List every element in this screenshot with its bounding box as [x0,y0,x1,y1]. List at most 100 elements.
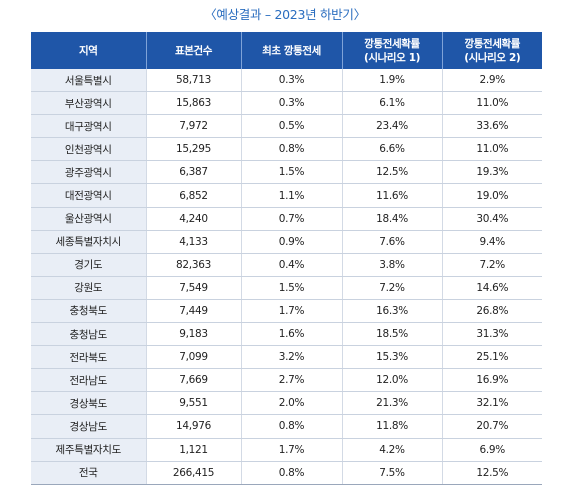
cell-scenario-1: 18.4% [341,207,442,231]
cell-sample-count: 14,976 [145,414,241,439]
cell-region: 강원도 [31,276,146,300]
table-row: 울산광역시 4,240 0.7% 18.4% 30.4% [31,207,542,231]
cell-scenario-1: 12.5% [341,160,442,185]
header-initial-rate: 최초 깡통전세 [240,32,342,69]
cell-scenario-1: 1.9% [341,69,442,93]
header-scenario-1: 깡통전세확률 (시나리오 1) [341,32,442,69]
cell-scenario-1: 6.1% [341,91,442,116]
cell-scenario-1: 11.8% [341,414,442,439]
cell-initial-rate: 0.8% [240,461,342,485]
cell-scenario-2: 33.6% [441,114,542,139]
cell-region: 세종특별자치시 [31,230,146,254]
header-region: 지역 [31,32,146,69]
cell-region: 부산광역시 [31,91,146,116]
cell-region: 인천광역시 [31,137,146,162]
cell-sample-count: 9,183 [145,322,241,347]
cell-scenario-2: 25.1% [441,345,542,370]
cell-sample-count: 7,099 [145,345,241,370]
table-body: 서울특별시 58,713 0.3% 1.9% 2.9% 부산광역시 15,863 0.3% 6.… [31,69,542,485]
cell-initial-rate: 1.5% [240,160,342,185]
table-row: 전라북도 7,099 3.2% 15.3% 25.1% [31,345,542,370]
cell-scenario-2: 16.9% [441,368,542,393]
cell-scenario-1: 15.3% [341,345,442,370]
results-table: 지역 표본건수 최초 깡통전세 깡통전세확률 (시나리오 1) 깡통전세확률 (시나… [31,32,542,485]
cell-initial-rate: 0.9% [240,230,342,254]
cell-sample-count: 15,295 [145,137,241,162]
cell-scenario-1: 7.6% [341,230,442,254]
table-row: 경기도 82,363 0.4% 3.8% 7.2% [31,253,542,277]
cell-scenario-1: 6.6% [341,137,442,162]
cell-region: 전국 [31,461,146,485]
cell-initial-rate: 1.7% [240,299,342,324]
cell-initial-rate: 0.3% [240,69,342,93]
table-row: 대구광역시 7,972 0.5% 23.4% 33.6% [31,114,542,139]
cell-scenario-1: 3.8% [341,253,442,277]
cell-initial-rate: 0.8% [240,414,342,439]
cell-initial-rate: 0.8% [240,137,342,162]
header-scenario-1-line-1: 깡통전세확률 [364,37,420,50]
cell-sample-count: 82,363 [145,253,241,277]
cell-initial-rate: 0.3% [240,91,342,116]
cell-sample-count: 7,972 [145,114,241,139]
cell-region: 대구광역시 [31,114,146,139]
cell-scenario-2: 6.9% [441,438,542,462]
table-row: 인천광역시 15,295 0.8% 6.6% 11.0% [31,137,542,162]
table-row: 제주특별자치도 1,121 1.7% 4.2% 6.9% [31,438,542,462]
cell-sample-count: 7,669 [145,368,241,393]
cell-scenario-1: 23.4% [341,114,442,139]
cell-region: 경기도 [31,253,146,277]
cell-initial-rate: 3.2% [240,345,342,370]
cell-sample-count: 6,852 [145,183,241,208]
cell-region: 경상북도 [31,391,146,416]
cell-scenario-2: 11.0% [441,91,542,116]
table-row: 광주광역시 6,387 1.5% 12.5% 19.3% [31,160,542,185]
table-row: 대전광역시 6,852 1.1% 11.6% 19.0% [31,183,542,208]
cell-scenario-1: 12.0% [341,368,442,393]
cell-scenario-1: 18.5% [341,322,442,347]
table-row: 세종특별자치시 4,133 0.9% 7.6% 9.4% [31,230,542,254]
cell-initial-rate: 1.6% [240,322,342,347]
cell-scenario-1: 7.5% [341,461,442,485]
cell-sample-count: 58,713 [145,69,241,93]
cell-scenario-2: 30.4% [441,207,542,231]
cell-scenario-2: 12.5% [441,461,542,485]
cell-scenario-2: 19.3% [441,160,542,185]
table-row: 강원도 7,549 1.5% 7.2% 14.6% [31,276,542,300]
cell-scenario-2: 11.0% [441,137,542,162]
cell-sample-count: 6,387 [145,160,241,185]
cell-sample-count: 4,133 [145,230,241,254]
cell-region: 전라남도 [31,368,146,393]
table-row: 전국 266,415 0.8% 7.5% 12.5% [31,461,542,485]
cell-initial-rate: 0.4% [240,253,342,277]
cell-scenario-2: 2.9% [441,69,542,93]
header-scenario-2: 깡통전세확률 (시나리오 2) [441,32,542,69]
cell-scenario-2: 32.1% [441,391,542,416]
cell-region: 제주특별자치도 [31,438,146,462]
cell-sample-count: 1,121 [145,438,241,462]
cell-sample-count: 7,449 [145,299,241,324]
header-row: 지역 표본건수 최초 깡통전세 깡통전세확률 (시나리오 1) 깡통전세확률 (시나… [31,32,542,69]
cell-scenario-2: 14.6% [441,276,542,300]
cell-scenario-1: 16.3% [341,299,442,324]
table-row: 부산광역시 15,863 0.3% 6.1% 11.0% [31,91,542,116]
cell-region: 울산광역시 [31,207,146,231]
cell-initial-rate: 2.7% [240,368,342,393]
cell-scenario-1: 11.6% [341,183,442,208]
table-row: 경상남도 14,976 0.8% 11.8% 20.7% [31,414,542,439]
header-scenario-1-line-2: (시나리오 1) [364,51,420,64]
cell-scenario-2: 7.2% [441,253,542,277]
table-row: 충청남도 9,183 1.6% 18.5% 31.3% [31,322,542,347]
table-row: 충청북도 7,449 1.7% 16.3% 26.8% [31,299,542,324]
cell-region: 충청남도 [31,322,146,347]
cell-scenario-1: 21.3% [341,391,442,416]
cell-sample-count: 266,415 [145,461,241,485]
table-row: 경상북도 9,551 2.0% 21.3% 32.1% [31,391,542,416]
header-scenario-2-line-1: 깡통전세확률 [464,37,521,50]
cell-sample-count: 7,549 [145,276,241,300]
cell-region: 광주광역시 [31,160,146,185]
cell-scenario-2: 26.8% [441,299,542,324]
cell-scenario-2: 19.0% [441,183,542,208]
cell-scenario-1: 7.2% [341,276,442,300]
cell-initial-rate: 1.1% [240,183,342,208]
cell-region: 대전광역시 [31,183,146,208]
